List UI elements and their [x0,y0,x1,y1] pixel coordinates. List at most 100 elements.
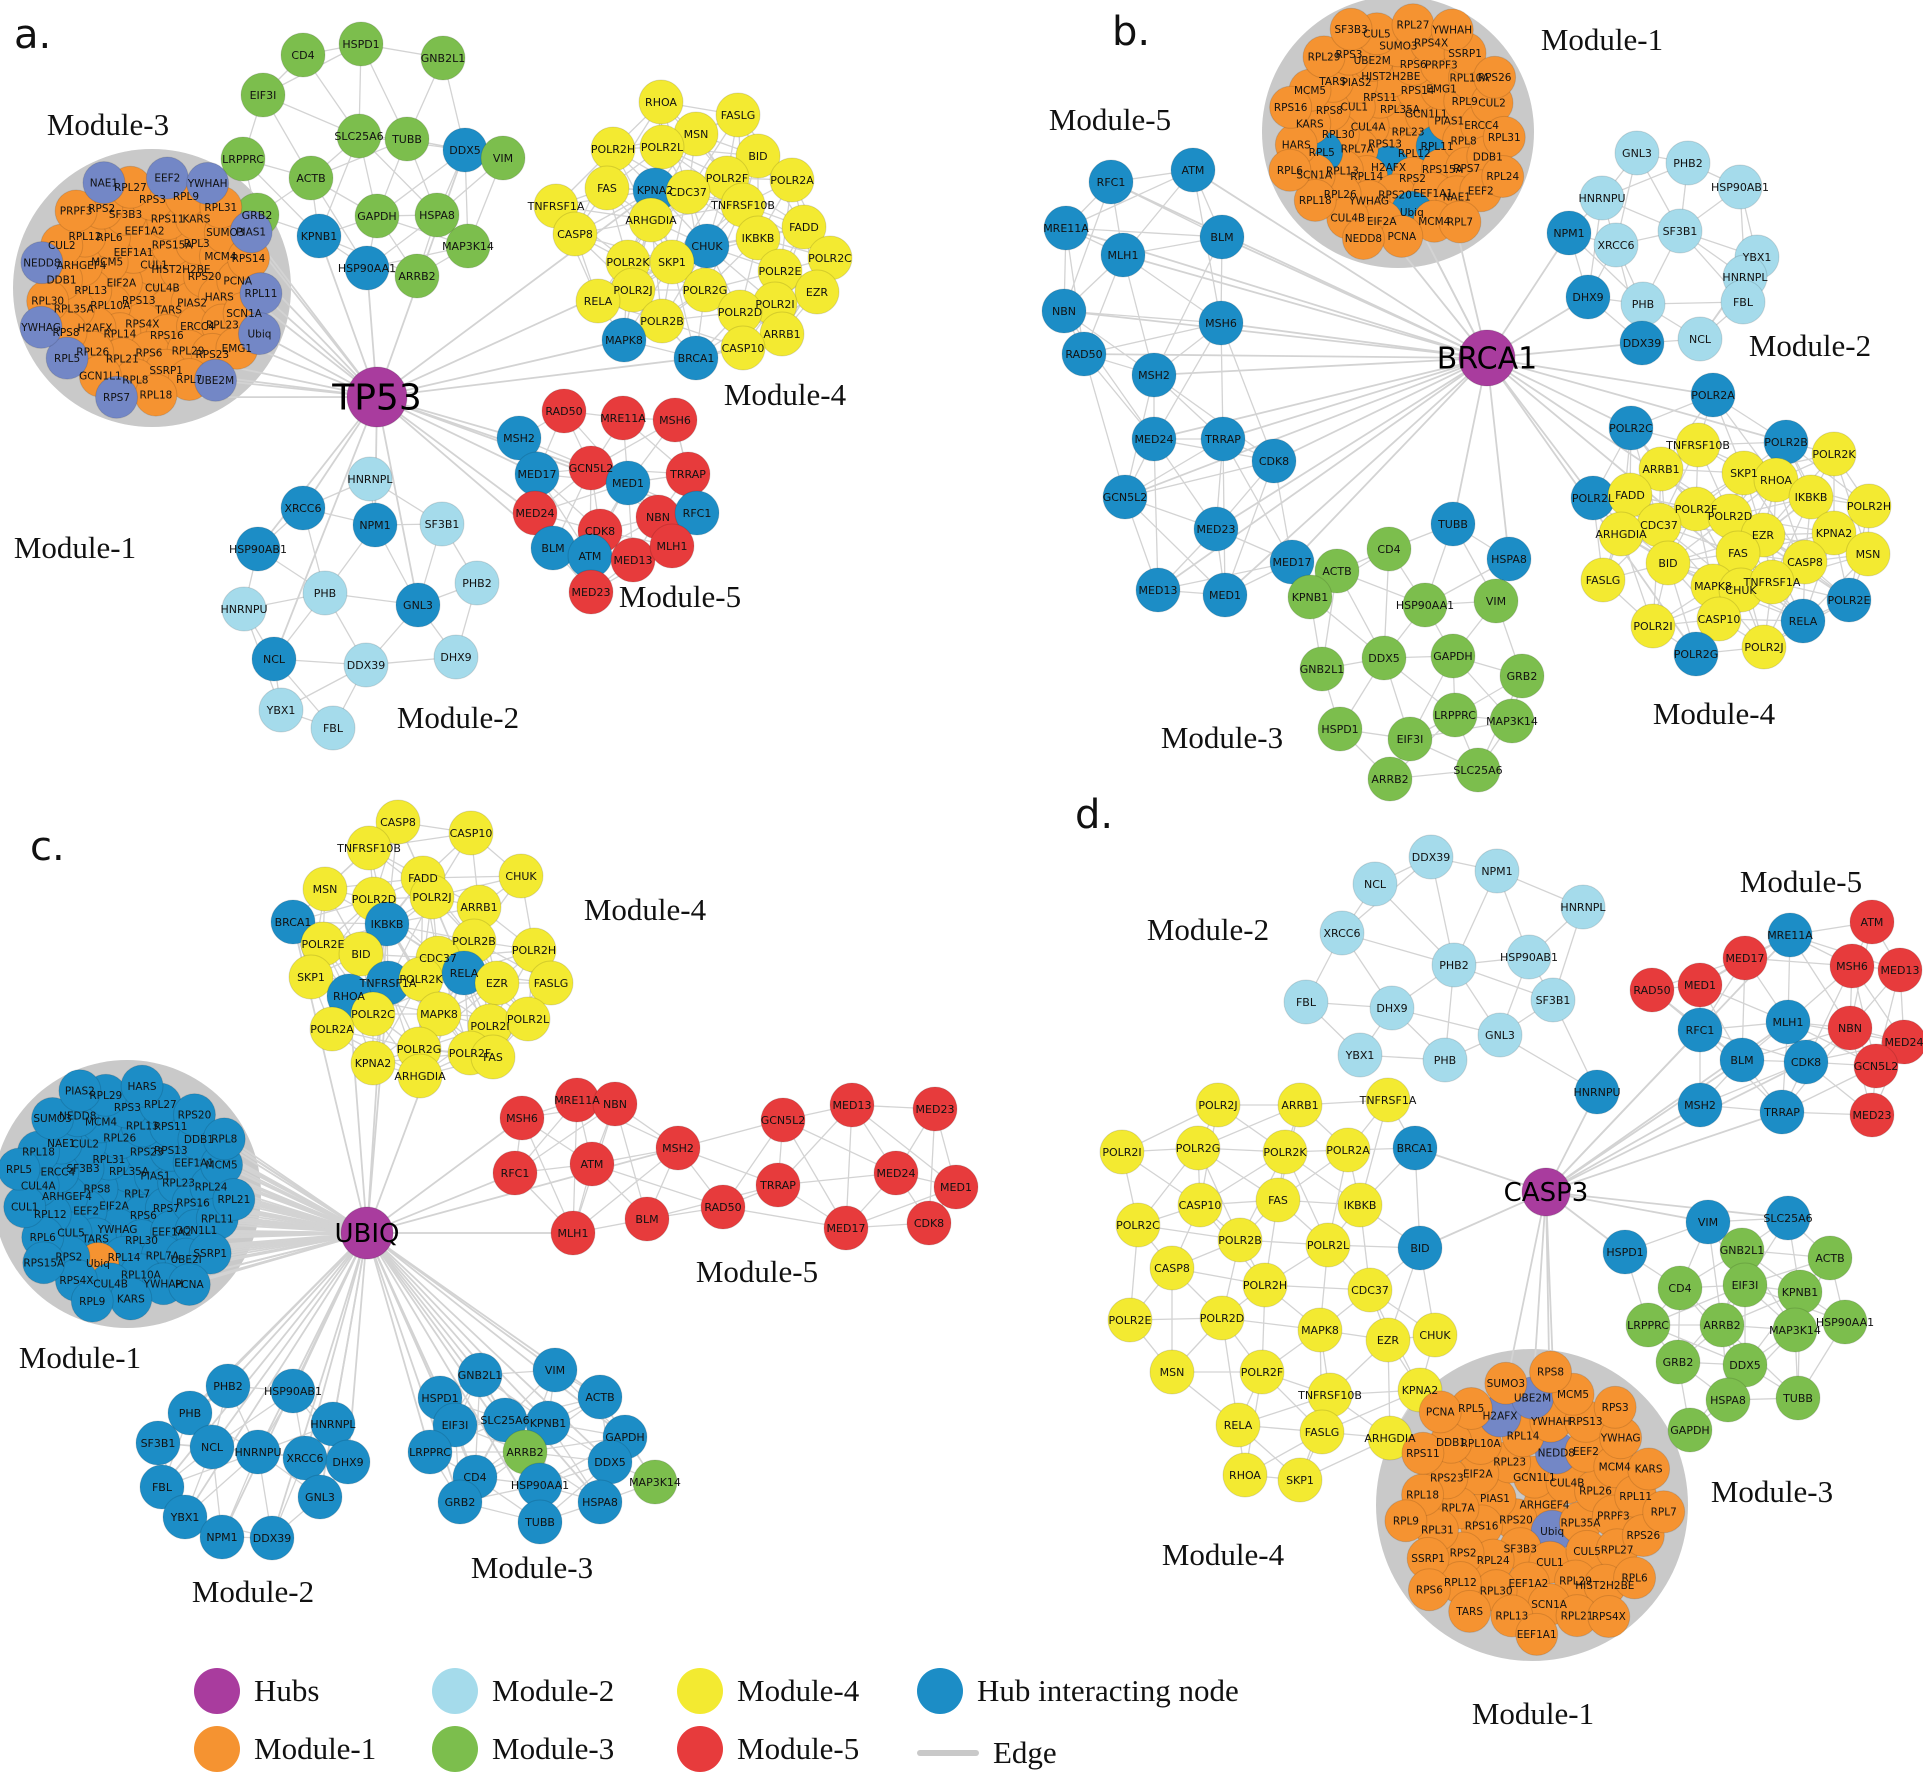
node-DHX9[interactable] [326,1440,370,1484]
node-YWHAH[interactable] [187,162,229,204]
node-DDX5[interactable] [588,1440,632,1484]
node-FASLG[interactable] [716,93,760,137]
node-NEDD8[interactable] [1342,218,1384,260]
node-MAP3K14[interactable] [1773,1308,1817,1352]
node-POLR2C[interactable] [1116,1203,1160,1247]
node-KARS[interactable] [110,1278,152,1320]
node-BLM[interactable] [1200,215,1244,259]
node-BLM[interactable] [625,1197,669,1241]
node-CDC37[interactable] [1637,503,1681,547]
node-MSH6[interactable] [653,398,697,442]
node-MSH6[interactable] [1199,301,1243,345]
node-EIF3I[interactable] [241,73,285,117]
node-MSN[interactable] [303,867,347,911]
node-HNRNPL[interactable] [348,457,392,501]
node-MAP3K14[interactable] [633,1460,677,1504]
node-KPNB1[interactable] [1778,1270,1822,1314]
node-ATM[interactable] [570,1142,614,1186]
node-GNL3[interactable] [1615,131,1659,175]
node-TUBB[interactable] [385,117,429,161]
node-GRB2[interactable] [1656,1340,1700,1384]
node-MSH6[interactable] [500,1096,544,1140]
node-MED23[interactable] [569,570,613,614]
node-RELA[interactable] [576,279,620,323]
node-HSP90AB1[interactable] [1507,935,1551,979]
node-NCL[interactable] [1678,317,1722,361]
node-DDX39[interactable] [1409,835,1453,879]
node-GNB2L1[interactable] [1300,647,1344,691]
node-MED1[interactable] [1203,573,1247,617]
node-HSPA8[interactable] [578,1480,622,1524]
node-XRCC6[interactable] [283,1436,327,1480]
node-TUBB[interactable] [518,1500,562,1544]
node-GRB2[interactable] [438,1480,482,1524]
node-MSH6[interactable] [1830,944,1874,988]
node-RPL9[interactable] [71,1280,113,1322]
node-TNFRSF1A[interactable] [1750,560,1794,604]
node-MLH1[interactable] [1101,233,1145,277]
node-RAD50[interactable] [701,1185,745,1229]
node-POLR2F[interactable] [1240,1350,1284,1394]
node-HARS[interactable] [121,1065,163,1107]
node-XRCC6[interactable] [281,486,325,530]
node-POLR2L[interactable] [506,997,550,1041]
node-CD4[interactable] [1658,1266,1702,1310]
node-POLR2H[interactable] [591,127,635,171]
node-UBE2M[interactable] [195,359,237,401]
node-RPS4X[interactable] [1588,1596,1630,1638]
node-DDX39[interactable] [250,1516,294,1560]
node-TNFRSF10B[interactable] [1308,1373,1352,1417]
node-POLR2H[interactable] [1847,484,1891,528]
node-RPS15A[interactable] [23,1242,65,1284]
node-GAPDH[interactable] [1431,634,1475,678]
node-DDX39[interactable] [1620,321,1664,365]
node-MED17[interactable] [1723,936,1767,980]
node-DHX9[interactable] [1370,986,1414,1030]
node-PHB[interactable] [303,571,347,615]
node-HNRNPU[interactable] [1575,1070,1619,1114]
node-PHB2[interactable] [455,561,499,605]
node-CD4[interactable] [281,33,325,77]
node-ARRB2[interactable] [1700,1303,1744,1347]
node-FASLG[interactable] [1581,558,1625,602]
node-MED24[interactable] [1132,417,1176,461]
node-RPL18[interactable] [135,374,177,416]
node-MED1[interactable] [934,1165,978,1209]
node-SUMO3[interactable] [1485,1362,1527,1404]
node-HSPA8[interactable] [1706,1378,1750,1422]
node-DDX39[interactable] [344,643,388,687]
node-NAE1[interactable] [83,162,125,204]
node-TNFRSF1A[interactable] [1366,1078,1410,1122]
node-RFC1[interactable] [1678,1008,1722,1052]
node-GAPDH[interactable] [355,194,399,238]
node-NCL[interactable] [1353,862,1397,906]
node-KPNA2[interactable] [351,1041,395,1085]
node-LRPPRC[interactable] [221,137,265,181]
node-POLR2I[interactable] [1100,1130,1144,1174]
node-KPNB1[interactable] [297,214,341,258]
node-ARHGDIA[interactable] [1599,512,1643,556]
node-ACTB[interactable] [578,1375,622,1419]
node-EZR[interactable] [795,270,839,314]
node-SLC25A6[interactable] [1456,748,1500,792]
node-RPL11[interactable] [240,273,282,315]
node-CASP8[interactable] [553,212,597,256]
node-POLR2A[interactable] [1326,1128,1370,1172]
node-MAPK8[interactable] [1298,1308,1342,1352]
node-RPS16[interactable] [1270,86,1312,128]
node-SF3B1[interactable] [420,502,464,546]
node-PIAS2[interactable] [59,1070,101,1112]
node-ARRB1[interactable] [760,312,804,356]
node-CASP10[interactable] [1178,1183,1222,1227]
node-SKP1[interactable] [1278,1458,1322,1502]
node-GRB2[interactable] [1500,654,1544,698]
node-VIM[interactable] [1474,579,1518,623]
hub-TP53[interactable] [347,367,407,427]
node-RAD50[interactable] [1630,968,1674,1012]
node-POLR2G[interactable] [1176,1126,1220,1170]
node-MAP3K14[interactable] [446,224,490,268]
node-HNRNPU[interactable] [236,1430,280,1474]
node-YWHAH[interactable] [1431,9,1473,51]
node-MRE11A[interactable] [555,1078,599,1122]
node-TARS[interactable] [1449,1590,1491,1632]
